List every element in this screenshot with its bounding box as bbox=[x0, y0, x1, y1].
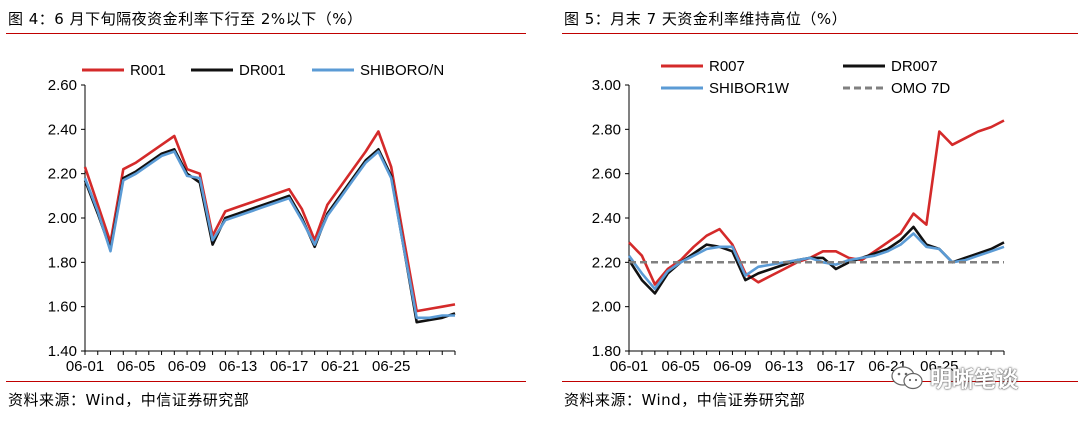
left-title-rule bbox=[6, 33, 526, 34]
right-ytick-label: 1.80 bbox=[592, 343, 621, 360]
right-xtick-label: 06-09 bbox=[713, 358, 751, 375]
left-xtick-label: 06-21 bbox=[321, 358, 359, 375]
right-legend-label: OMO 7D bbox=[891, 80, 950, 97]
right-series-r007 bbox=[628, 119, 1005, 286]
left-xtick-label: 06-17 bbox=[270, 358, 308, 375]
right-source-note: 资料来源：Wind，中信证券研究部 bbox=[564, 391, 806, 409]
left-legend-label: SHIBORO/N bbox=[360, 62, 444, 79]
right-legend-label: DR007 bbox=[891, 58, 938, 75]
left-line-chart: 1.40 1.60 1.80 2.00 2.20 2.40 2.60 06-01 06-05 06… bbox=[48, 62, 456, 375]
right-xtick-label: 06-25 bbox=[920, 358, 958, 375]
right-legend-label: R007 bbox=[709, 58, 745, 75]
right-ytick-label: 3.00 bbox=[592, 77, 621, 94]
left-chart-title: 图 4：6 月下旬隔夜资金利率下行至 2%以下（%） bbox=[8, 10, 363, 28]
right-ytick-label: 2.20 bbox=[592, 254, 621, 271]
left-series-shiboro-n bbox=[83, 150, 455, 320]
left-xtick-label: 06-13 bbox=[219, 358, 257, 375]
right-xtick-label: 06-17 bbox=[817, 358, 855, 375]
left-xtick-label: 06-01 bbox=[66, 358, 104, 375]
wechat-icon bbox=[891, 366, 923, 390]
right-ytick-label: 2.60 bbox=[592, 166, 621, 183]
right-ytick-label: 2.40 bbox=[592, 210, 621, 227]
left-chart-panel: 图 4：6 月下旬隔夜资金利率下行至 2%以下（%） 1.40 1.60 1.80 2… bbox=[0, 0, 528, 426]
right-line-chart: 1.80 2.00 2.20 2.40 2.60 2.80 3.00 06-01 06-05 06… bbox=[592, 58, 1005, 375]
right-series-shibor1w bbox=[627, 232, 1005, 291]
right-xtick-label: 06-01 bbox=[610, 358, 648, 375]
right-xtick-label: 06-05 bbox=[662, 358, 700, 375]
left-ytick-label: 1.60 bbox=[48, 299, 77, 316]
left-xtick-label: 06-09 bbox=[168, 358, 206, 375]
right-chart-title: 图 5：月末 7 天资金利率维持高位（%） bbox=[564, 10, 848, 28]
left-source-note: 资料来源：Wind，中信证券研究部 bbox=[8, 391, 250, 409]
left-ytick-label: 1.40 bbox=[48, 343, 77, 360]
watermark-text: 明晰笔谈 bbox=[930, 368, 1019, 393]
left-ytick-label: 1.80 bbox=[48, 254, 77, 271]
left-ytick-label: 2.00 bbox=[48, 210, 77, 227]
left-ytick-label: 2.60 bbox=[48, 77, 77, 94]
left-ytick-label: 2.40 bbox=[48, 121, 77, 138]
left-source-rule bbox=[6, 381, 526, 382]
right-legend-label: SHIBOR1W bbox=[709, 80, 790, 97]
right-ytick-label: 2.80 bbox=[592, 121, 621, 138]
right-xtick-label: 06-13 bbox=[765, 358, 803, 375]
left-series-r001 bbox=[83, 130, 456, 313]
right-chart-panel: 图 5：月末 7 天资金利率维持高位（%） 1.80 2.00 2.20 2.40 2.… bbox=[556, 0, 1080, 426]
right-ytick-label: 2.00 bbox=[592, 299, 621, 316]
right-source-rule bbox=[562, 381, 1078, 382]
right-title-rule bbox=[562, 33, 1078, 34]
left-series-dr001 bbox=[83, 148, 456, 324]
left-legend-label: R001 bbox=[130, 62, 166, 79]
watermark: 明晰笔谈 bbox=[890, 362, 1018, 394]
left-legend-label: DR001 bbox=[239, 62, 286, 79]
left-ytick-label: 2.20 bbox=[48, 166, 77, 183]
left-xtick-label: 06-05 bbox=[117, 358, 155, 375]
left-xtick-label: 06-25 bbox=[372, 358, 410, 375]
